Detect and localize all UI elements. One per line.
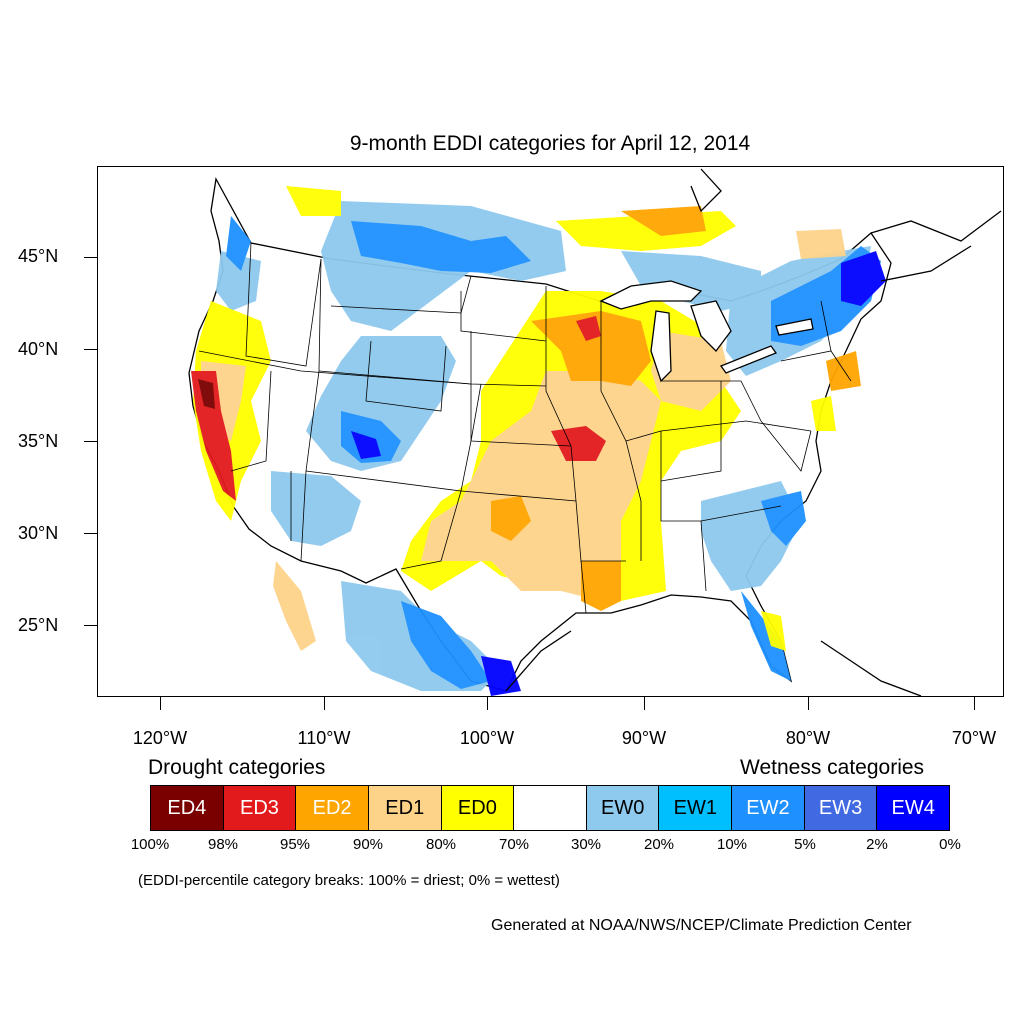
lon-label-100: 100°W [459, 728, 515, 748]
legend-box-ew4: EW4 [877, 786, 950, 830]
lat-label-25: 25°N [18, 615, 59, 635]
lon-tick [487, 697, 488, 710]
lon-tick [324, 697, 325, 710]
credit-text: Generated at NOAA/NWS/NCEP/Climate Predi… [491, 917, 912, 934]
wetness-heading: Wetness categories [740, 756, 925, 779]
coastline-extra [505, 168, 1002, 696]
dry-region [761, 611, 786, 651]
legend-box-ew3: EW3 [804, 786, 878, 830]
break-label: 10% [716, 836, 748, 853]
dry-region [273, 561, 316, 651]
lon-label-90: 90°W [621, 728, 667, 748]
lat-label-40: 40°N [18, 339, 59, 359]
dry-region [621, 206, 706, 236]
legend-box-ew2: EW2 [732, 786, 805, 830]
lon-label-110: 110°W [297, 728, 351, 748]
lat-tick [84, 441, 97, 442]
breaks-note: (EDDI-percentile category breaks: 100% =… [138, 872, 560, 889]
legend-colorbar: ED4 ED3 ED2 ED1 ED0 EW0 EW1 EW2 EW3 EW4 [150, 785, 950, 831]
lon-tick [644, 697, 645, 710]
great-lakes [599, 280, 814, 383]
lon-tick [160, 697, 161, 710]
dry-regions [191, 186, 861, 651]
lon-label-70: 70°W [951, 728, 997, 748]
dry-region [531, 311, 651, 386]
lat-tick [84, 257, 97, 258]
legend-box-ew0: EW0 [586, 786, 660, 830]
legend-box-ew1: EW1 [659, 786, 733, 830]
wet-region [401, 601, 491, 689]
legend-box-ed3: ED3 [223, 786, 297, 830]
lake-superior [599, 280, 703, 310]
state-boundaries [198, 242, 852, 614]
legend-box-ed1: ED1 [368, 786, 442, 830]
lat-label-30: 30°N [18, 523, 59, 543]
dry-region [826, 351, 861, 391]
dry-region [581, 561, 621, 611]
dry-region [421, 371, 661, 601]
eddi-map [188, 168, 1002, 696]
wet-region [226, 216, 251, 271]
lake-huron [690, 300, 732, 352]
wet-regions [216, 201, 886, 696]
break-label: 95% [279, 836, 311, 853]
break-label: 98% [207, 836, 239, 853]
lon-label-80: 80°W [785, 728, 831, 748]
lat-tick [84, 349, 97, 350]
break-label: 80% [425, 836, 457, 853]
map-title: 9-month EDDI categories for April 12, 20… [349, 132, 751, 155]
lon-tick [974, 697, 975, 710]
break-label: 2% [866, 836, 888, 853]
drought-heading: Drought categories [148, 756, 326, 779]
dry-region [286, 186, 341, 216]
lake-michigan [650, 310, 672, 383]
dry-region [796, 229, 846, 259]
wet-region [841, 251, 886, 306]
legend-box-ed4: ED4 [151, 786, 224, 830]
break-label: 5% [794, 836, 816, 853]
dry-region [576, 316, 601, 341]
break-label: 90% [352, 836, 384, 853]
lat-label-35: 35°N [18, 431, 59, 451]
legend-breaks: 100% 98% 95% 90% 80% 70% 30% 20% 10% 5% … [120, 836, 990, 856]
dry-region [651, 331, 731, 411]
wet-region [741, 591, 791, 681]
legend-box-ed0: ED0 [441, 786, 515, 830]
wet-region [341, 411, 401, 463]
dry-region [191, 371, 236, 501]
lon-label-120: 120°W [132, 728, 188, 748]
legend-box-ed2: ED2 [296, 786, 369, 830]
dry-region [551, 426, 606, 461]
break-label: 20% [643, 836, 675, 853]
lake-erie [719, 345, 778, 374]
map-frame [97, 166, 1004, 697]
break-label: 30% [570, 836, 602, 853]
break-label: 0% [939, 836, 961, 853]
lake-ontario [775, 318, 814, 336]
lon-tick [808, 697, 809, 710]
lat-label-45: 45°N [18, 246, 59, 266]
dry-region [811, 396, 836, 431]
wet-region [271, 471, 361, 546]
wet-region [621, 251, 761, 311]
dry-region [198, 379, 215, 409]
dry-region [491, 496, 531, 541]
wet-region [761, 491, 806, 546]
legend-box-neutral [514, 786, 587, 830]
break-label: 100% [130, 836, 170, 853]
wet-region [351, 221, 531, 273]
lat-tick [84, 625, 97, 626]
break-label: 70% [498, 836, 530, 853]
wet-region [351, 431, 381, 459]
lat-tick [84, 533, 97, 534]
